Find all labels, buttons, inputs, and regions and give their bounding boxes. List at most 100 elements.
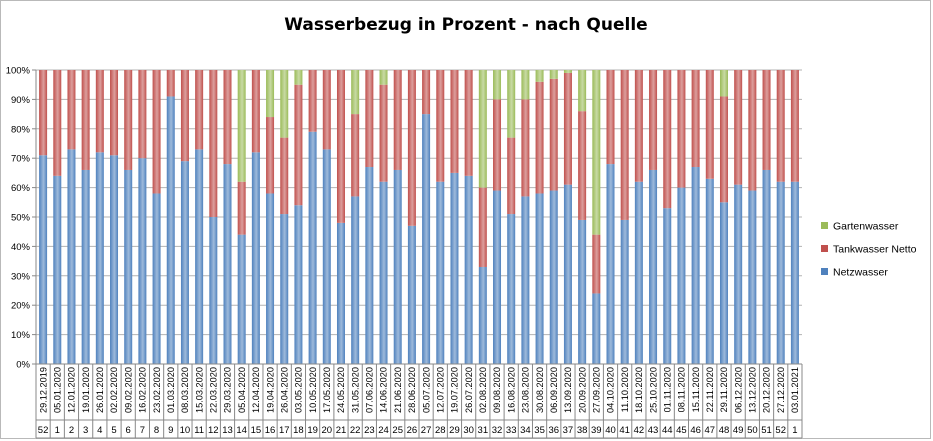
bar-segment-tankwasser-netto [521, 99, 530, 197]
x-tick-label: 26.04.2020 [279, 367, 289, 413]
bar-segment-tankwasser-netto [464, 70, 473, 176]
bar-segment-netzwasser [138, 158, 147, 364]
legend-swatch [821, 245, 828, 252]
bar-segment-tankwasser-netto [39, 70, 48, 156]
bar-segment-tankwasser-netto [592, 234, 601, 294]
x-tick-label: 15.03.2020 [194, 367, 204, 413]
x-tick-label: 03.05.2020 [294, 367, 304, 413]
week-label: 30 [463, 425, 474, 436]
chart-title: Wasserbezug in Prozent - nach Quelle [284, 15, 647, 35]
week-label: 39 [591, 425, 602, 436]
week-label: 3 [83, 425, 88, 436]
week-label: 40 [605, 425, 616, 436]
bar-segment-netzwasser [237, 234, 246, 364]
bar-segment-netzwasser [734, 184, 743, 364]
x-tick-label: 13.12.2020 [748, 367, 758, 413]
week-label: 52 [775, 425, 786, 436]
x-tick-label: 27.09.2020 [592, 367, 602, 413]
bar-segment-tankwasser-netto [663, 70, 672, 209]
x-tick-label: 26.07.2020 [464, 367, 474, 413]
bar-segment-tankwasser-netto [535, 81, 544, 194]
bar-segment-gartenwasser [280, 70, 289, 138]
x-tick-label: 06.12.2020 [733, 367, 743, 413]
bar-segment-tankwasser-netto [365, 70, 374, 168]
bar-segment-tankwasser-netto [691, 70, 700, 168]
week-label: 43 [648, 425, 659, 436]
x-tick-label: 18.10.2020 [634, 367, 644, 413]
bar-segment-netzwasser [606, 164, 615, 364]
bar-segment-tankwasser-netto [166, 70, 175, 97]
bar-segment-netzwasser [776, 181, 785, 364]
week-label: 11 [194, 425, 204, 436]
bar-segment-tankwasser-netto [578, 111, 587, 220]
bar-segment-gartenwasser [578, 70, 587, 112]
bar-segment-tankwasser-netto [790, 70, 799, 182]
bar-segment-netzwasser [266, 193, 275, 364]
week-label: 1 [55, 425, 60, 436]
bar-segment-netzwasser [592, 293, 601, 364]
x-tick-label: 04.10.2020 [606, 367, 616, 413]
x-tick-label: 27.12.2020 [776, 367, 786, 413]
x-tick-label: 06.09.2020 [549, 367, 559, 413]
x-tick-label: 01.11.2020 [662, 367, 672, 412]
bar-segment-netzwasser [649, 169, 658, 364]
bar-segment-netzwasser [464, 175, 473, 364]
y-tick-label: 90% [11, 95, 31, 106]
bar-segment-tankwasser-netto [407, 70, 416, 226]
bar-segment-netzwasser [110, 155, 119, 364]
legend-label: Netzwasser [833, 267, 888, 279]
week-label: 48 [719, 425, 730, 436]
bar-segment-tankwasser-netto [266, 117, 275, 194]
bar-segment-tankwasser-netto [393, 70, 402, 170]
legend: Gartenwasser Tankwasser Netto Netzwasser [821, 221, 917, 279]
x-tick-label: 19.01.2020 [81, 367, 91, 413]
x-tick-label: 10.05.2020 [308, 367, 318, 413]
x-tick-label: 12.07.2020 [435, 367, 445, 413]
bar-segment-netzwasser [152, 193, 161, 364]
bar-segment-netzwasser [493, 190, 502, 364]
bar-segment-netzwasser [180, 161, 189, 364]
bar-segment-netzwasser [507, 214, 516, 364]
week-label: 46 [690, 425, 701, 436]
x-tick-label: 29.03.2020 [223, 367, 233, 413]
bar-segment-netzwasser [336, 222, 345, 364]
week-label: 36 [548, 425, 559, 436]
bar-segment-tankwasser-netto [436, 70, 445, 182]
bar-segment-tankwasser-netto [195, 70, 204, 150]
bar-segment-tankwasser-netto [251, 70, 260, 153]
bar-segment-netzwasser [436, 181, 445, 364]
y-tick-label: 60% [11, 183, 31, 194]
week-label: 35 [534, 425, 545, 436]
bar-segment-netzwasser [521, 196, 530, 364]
week-label: 8 [154, 425, 159, 436]
bar-segment-gartenwasser [521, 70, 530, 100]
x-tick-label: 12.01.2020 [67, 367, 77, 413]
x-tick-label: 23.08.2020 [521, 367, 531, 413]
bar-segment-tankwasser-netto [280, 137, 289, 215]
x-tick-label: 17.05.2020 [322, 367, 332, 413]
bar-segment-gartenwasser [592, 70, 601, 235]
bar-segment-gartenwasser [719, 70, 728, 97]
legend-swatch [821, 222, 828, 229]
x-tick-label: 02.08.2020 [478, 367, 488, 413]
week-label: 52 [38, 425, 49, 436]
week-label: 29 [449, 425, 460, 436]
week-label: 38 [577, 425, 588, 436]
bar-segment-netzwasser [81, 169, 90, 364]
x-tick-label: 05.07.2020 [421, 367, 431, 413]
week-label: 4 [97, 425, 102, 436]
bar-segment-tankwasser-netto [620, 70, 629, 220]
week-label: 28 [435, 425, 446, 436]
y-tick-label: 100% [6, 66, 31, 77]
bar-segment-netzwasser [223, 164, 232, 364]
bar-segment-netzwasser [53, 175, 62, 364]
bar-segment-netzwasser [719, 202, 728, 364]
x-tick-label: 16.08.2020 [506, 367, 516, 413]
bar-segment-tankwasser-netto [138, 70, 147, 159]
bars [39, 70, 799, 365]
week-label: 19 [307, 425, 318, 436]
bar-segment-tankwasser-netto [180, 70, 189, 162]
week-label: 2 [69, 425, 74, 436]
week-label: 18 [293, 425, 304, 436]
bar-segment-netzwasser [578, 219, 587, 364]
